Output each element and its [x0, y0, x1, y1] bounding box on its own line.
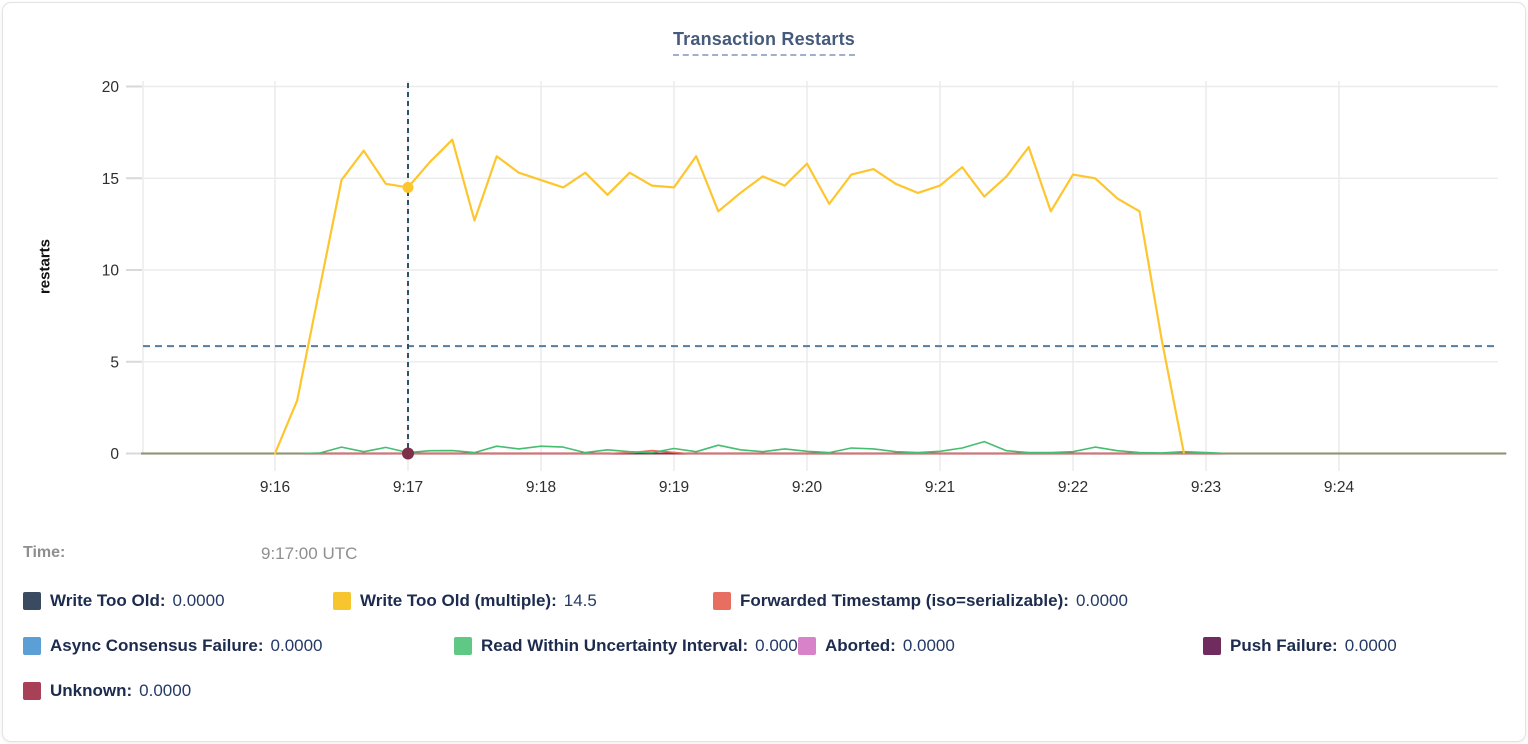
axis-labels: 0 5 10 15 20 9:16 9:17 9:18 9:19 9:20 9:21 9:22 9:23…: [102, 79, 1355, 496]
legend-swatch: [23, 637, 41, 655]
series-line-write-too-old-multiple: [273, 138, 1185, 455]
x-tick-label: 9:20: [792, 479, 823, 496]
legend-swatch: [333, 592, 351, 610]
y-tick-label: 0: [110, 446, 119, 463]
legend-value: 0.0000: [1344, 636, 1397, 655]
legend-value: 0.0000: [270, 636, 323, 655]
legend-value: 0.0000: [172, 591, 225, 610]
y-tick-label: 5: [110, 354, 119, 371]
legend-label: Forwarded Timestamp (iso=serializable):: [740, 591, 1069, 610]
tooltip-time-label: Time:: [23, 544, 66, 561]
tooltip-time-value: 9:17:00 UTC: [261, 544, 358, 563]
legend-swatch: [23, 592, 41, 610]
legend-label: Aborted:: [825, 636, 896, 655]
legend-item-aborted: Aborted: 0.0000: [798, 634, 955, 658]
legend-swatch: [798, 637, 816, 655]
legend-row: Unknown: 0.0000: [3, 679, 1525, 724]
legend-value: 0.0000: [1075, 591, 1128, 610]
series-line-read-within-uncertainty-interval: [141, 440, 1507, 455]
legend-row: Async Consensus Failure: 0.0000 Read Wit…: [3, 634, 1525, 679]
legend-item-read-within-uncertainty: Read Within Uncertainty Interval: 0.0000: [454, 634, 807, 658]
legend-item-unknown: Unknown: 0.0000: [23, 679, 191, 703]
legend-swatch: [23, 682, 41, 700]
x-tick-label: 9:18: [526, 479, 556, 496]
legend-label: Write Too Old (multiple):: [360, 591, 557, 610]
x-tick-label: 9:23: [1191, 479, 1221, 496]
legend-item-push-failure: Push Failure: 0.0000: [1203, 634, 1397, 658]
legend-value: 0.0000: [139, 681, 192, 700]
legend-row: Write Too Old: 0.0000 Write Too Old (mul…: [3, 589, 1525, 634]
legend-value: 0.0000: [902, 636, 955, 655]
x-tick-label: 9:21: [925, 479, 955, 496]
legend-label: Write Too Old:: [50, 591, 166, 610]
crosshair-dot-write-too-old-multiple: [402, 181, 414, 193]
legend-label: Async Consensus Failure:: [50, 636, 264, 655]
legend: Write Too Old: 0.0000 Write Too Old (mul…: [3, 589, 1525, 724]
x-tick-label: 9:22: [1058, 479, 1088, 496]
tooltip-time-row: Time: 9:17:00 UTC: [3, 544, 1525, 568]
x-tick-label: 9:19: [659, 479, 689, 496]
y-tick-label: 10: [102, 263, 120, 280]
crosshair-dot-unknown: [402, 447, 414, 460]
legend-item-write-too-old: Write Too Old: 0.0000: [23, 589, 225, 613]
legend-item-async-consensus-failure: Async Consensus Failure: 0.0000: [23, 634, 323, 658]
x-tick-label: 9:16: [260, 479, 290, 496]
x-tick-label: 9:24: [1324, 479, 1355, 496]
y-tick-label: 15: [102, 171, 119, 188]
legend-swatch: [454, 637, 472, 655]
gridlines: [126, 81, 1498, 471]
transaction-restarts-chart[interactable]: 0 5 10 15 20 9:16 9:17 9:18 9:19 9:20 9:21 9:22 9:23…: [3, 3, 1527, 513]
chart-title-wrap: Transaction Restarts: [3, 29, 1525, 56]
series-line-forwarded-timestamp-iso-serializable: [141, 449, 1507, 455]
legend-label: Read Within Uncertainty Interval:: [481, 636, 749, 655]
legend-label: Unknown:: [50, 681, 133, 700]
y-tick-label: 20: [102, 79, 120, 96]
legend-label: Push Failure:: [1230, 636, 1338, 655]
legend-swatch: [713, 592, 731, 610]
legend-value: 14.5: [563, 591, 597, 610]
legend-item-forwarded-timestamp: Forwarded Timestamp (iso=serializable): …: [713, 589, 1128, 613]
legend-item-write-too-old-multiple: Write Too Old (multiple): 14.5: [333, 589, 597, 613]
chart-title[interactable]: Transaction Restarts: [672, 29, 856, 56]
x-tick-label: 9:17: [393, 479, 423, 496]
legend-value: 0.0000: [755, 636, 808, 655]
legend-swatch: [1203, 637, 1221, 655]
